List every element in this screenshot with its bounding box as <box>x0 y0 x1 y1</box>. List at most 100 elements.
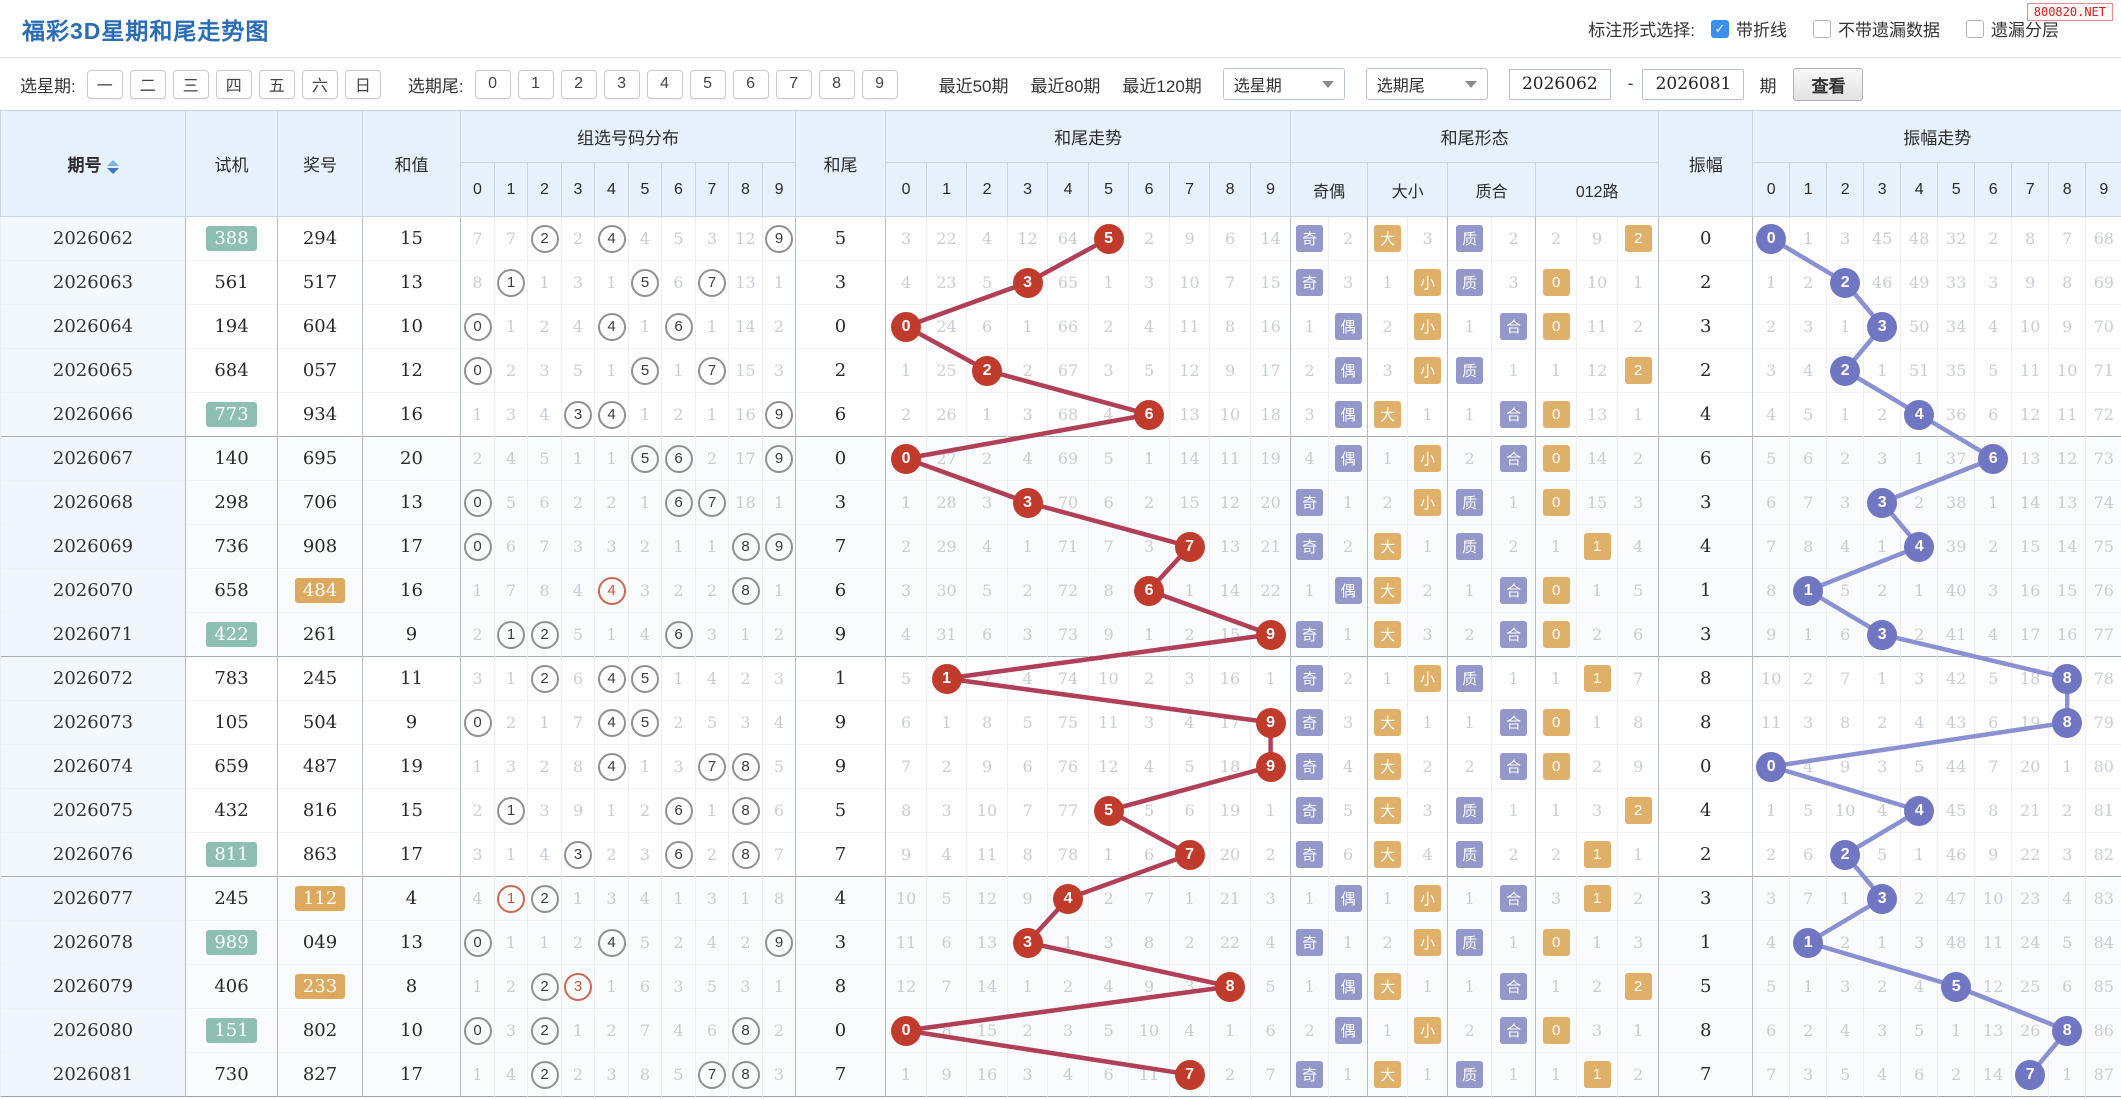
cell-amp-trend-7: 12 <box>2011 392 2049 437</box>
form-badge-小: 小 <box>1414 357 1442 384</box>
miss-count: 9 <box>2025 272 2036 292</box>
miss-count: 1 <box>639 756 651 776</box>
sum-value: 8 <box>405 976 418 997</box>
tail-button-9[interactable]: 9 <box>861 69 898 99</box>
cell-dist-8: 2 <box>728 656 763 701</box>
week-button-三[interactable]: 三 <box>172 69 209 99</box>
cell-amp-trend-1: 2 <box>1789 656 1827 701</box>
miss-count: 37 <box>1946 448 1967 468</box>
tail-trend-hit-marker: 0 <box>891 311 922 342</box>
cell-tail-trend-7: 5 <box>1169 744 1210 789</box>
miss-count: 2 <box>1633 1064 1644 1084</box>
cell-big-small-0: 大 <box>1367 524 1408 569</box>
recent-50-link[interactable]: 最近50期 <box>938 76 1009 96</box>
tail-button-6[interactable]: 6 <box>732 69 769 99</box>
miss-count: 2 <box>472 800 483 820</box>
tail-button-1[interactable]: 1 <box>517 69 554 99</box>
miss-count: 3 <box>1265 888 1276 908</box>
miss-count: 2 <box>706 844 718 864</box>
miss-count: 5 <box>1103 448 1114 468</box>
miss-count: 3 <box>2062 844 2073 864</box>
week-button-一[interactable]: 一 <box>86 69 123 99</box>
cell-dist-9: 9 <box>761 216 796 261</box>
group-header-dist: 组选号码分布 <box>459 110 797 163</box>
cell-amp-trend-9: 87 <box>2085 1052 2121 1097</box>
miss-count: 17 <box>1260 360 1281 380</box>
week-button-六[interactable]: 六 <box>301 69 338 99</box>
week-select[interactable]: 选星期 <box>1222 68 1345 100</box>
miss-count: 2 <box>1508 228 1519 248</box>
cell-amp-trend-6: 10 <box>1974 876 2012 921</box>
prize-number: 934 <box>302 404 338 425</box>
miss-count: 4 <box>900 624 912 644</box>
miss-count: 1 <box>1304 316 1315 336</box>
week-button-四[interactable]: 四 <box>215 69 252 99</box>
tail-button-7[interactable]: 7 <box>775 69 812 99</box>
week-button-五[interactable]: 五 <box>258 69 295 99</box>
week-button-日[interactable]: 日 <box>344 69 381 99</box>
checkbox-checked-icon[interactable]: ✓ <box>1711 19 1729 38</box>
tail-button-4[interactable]: 4 <box>646 69 683 99</box>
cell-odd-even-1: 1 <box>1328 480 1368 525</box>
recent-120-link[interactable]: 最近120期 <box>1122 76 1202 96</box>
tail-button-3[interactable]: 3 <box>603 69 640 99</box>
view-button[interactable]: 查看 <box>1793 67 1864 101</box>
cell-tail-trend-2: 9 <box>966 744 1008 789</box>
miss-count: 7 <box>941 976 952 996</box>
column-header-test: 试机 <box>185 110 278 217</box>
recent-80-link[interactable]: 最近80期 <box>1030 76 1101 96</box>
cell-dist-4: 3 <box>594 876 629 921</box>
tail-button-8[interactable]: 8 <box>818 69 855 99</box>
tail-select[interactable]: 选期尾 <box>1365 68 1488 100</box>
checkbox-unchecked-icon[interactable] <box>1966 19 1984 38</box>
range-from-input[interactable] <box>1508 68 1611 100</box>
tail-button-5[interactable]: 5 <box>689 69 726 99</box>
cell-amp-trend-6: 8 <box>1974 788 2012 833</box>
prize-number: 504 <box>302 712 338 733</box>
annotate-option-0[interactable]: ✓ 带折线 <box>1711 16 1787 41</box>
miss-count: 1 <box>1343 492 1354 512</box>
range-to-input[interactable] <box>1642 68 1745 100</box>
tail-button-0[interactable]: 0 <box>474 69 511 99</box>
amp-value: 1 <box>1699 932 1712 953</box>
tail-button-2[interactable]: 2 <box>560 69 597 99</box>
miss-count: 70 <box>1057 492 1079 512</box>
cell-amp-trend-2: 2 <box>1826 920 1864 965</box>
miss-count: 19 <box>1260 448 1281 468</box>
annotate-option-2[interactable]: 遗漏分层 <box>1966 16 2059 41</box>
cell-period: 2026069 <box>0 524 186 569</box>
column-header-period[interactable]: 期号 <box>0 110 186 217</box>
cell-dist-5: 5 <box>628 436 662 481</box>
cell-dist-2: 5 <box>527 436 562 481</box>
cell-big-small-1: 小 <box>1407 876 1448 921</box>
cell-amp-trend-4: 51 <box>1900 348 1938 393</box>
week-button-二[interactable]: 二 <box>129 69 166 99</box>
cell-amp-trend-6: 3 <box>1974 260 2012 305</box>
cell-route-0: 0 <box>1535 744 1577 789</box>
cell-tail: 3 <box>795 260 886 305</box>
cell-dist-0: 8 <box>460 260 495 305</box>
miss-count: 3 <box>1633 492 1644 512</box>
test-number: 730 <box>214 1064 249 1085</box>
cell-dist-8: 8 <box>728 788 763 833</box>
amp-value: 0 <box>1699 756 1712 777</box>
cell-odd-even-1: 2 <box>1328 524 1368 569</box>
sort-icon[interactable] <box>106 159 119 174</box>
miss-count: 4 <box>981 228 993 248</box>
sum-value: 10 <box>400 316 423 337</box>
miss-count: 7 <box>1803 888 1814 908</box>
cell-amp-trend-5: 36 <box>1937 392 1975 437</box>
cell-odd-even-1: 偶 <box>1328 876 1368 921</box>
miss-count: 2 <box>1143 228 1155 248</box>
cell-tail: 0 <box>795 436 886 481</box>
miss-count: 3 <box>900 580 912 600</box>
form-badge-质: 质 <box>1456 269 1484 296</box>
tail-trend-hit-marker: 1 <box>931 663 962 694</box>
cell-amp-trend-0: 4 <box>1752 392 1790 437</box>
cell-tail-trend-0: 7 <box>885 744 927 789</box>
cell-amp-trend-0: 8 <box>1752 568 1790 613</box>
annotate-option-1[interactable]: 不带遗漏数据 <box>1813 16 1940 41</box>
amp-value: 3 <box>1699 316 1712 337</box>
checkbox-unchecked-icon[interactable] <box>1813 19 1831 38</box>
cell-tail-trend-5: 2 <box>1088 304 1129 349</box>
